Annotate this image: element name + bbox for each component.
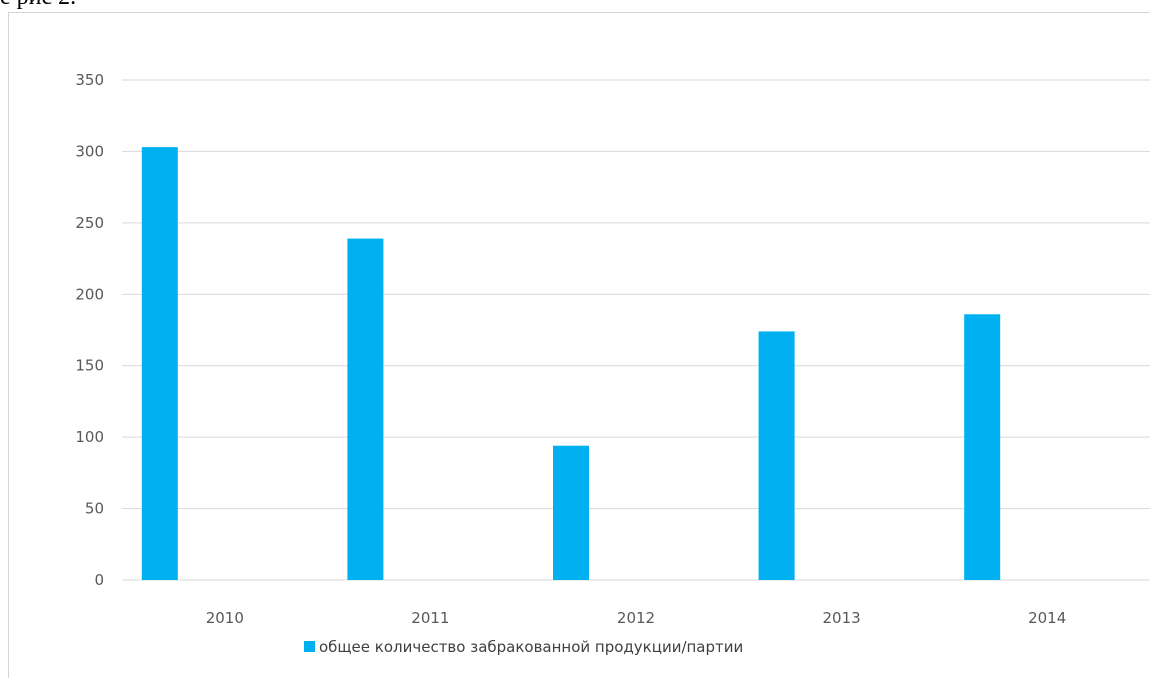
y-tick-label: 200 xyxy=(75,285,104,303)
x-tick-label: 2014 xyxy=(1028,609,1066,627)
gridlines xyxy=(122,79,1150,581)
chart-frame xyxy=(8,12,1150,678)
x-axis-tick-labels: 2010 2011 2012 2013 2014 xyxy=(206,609,1067,627)
bar-2011 xyxy=(347,238,384,581)
document-caption-fragment: е рис 2. xyxy=(0,0,76,11)
legend-swatch xyxy=(304,641,315,652)
bar-2010 xyxy=(141,147,178,580)
x-tick-label: 2012 xyxy=(617,609,655,627)
x-tick-label: 2013 xyxy=(823,609,861,627)
bar-2012 xyxy=(553,445,589,580)
x-tick-label: 2010 xyxy=(206,609,244,627)
y-tick-label: 150 xyxy=(75,357,104,375)
y-tick-label: 350 xyxy=(75,71,104,89)
bars xyxy=(141,147,1001,581)
y-tick-label: 50 xyxy=(85,500,104,518)
legend-label: общее количество забракованной продукции… xyxy=(319,638,743,656)
bar-2014 xyxy=(964,314,1001,580)
y-tick-label: 0 xyxy=(94,571,104,589)
x-tick-label: 2011 xyxy=(411,609,449,627)
y-axis-tick-labels: 0 50 100 150 200 250 300 350 xyxy=(75,71,104,589)
y-tick-label: 250 xyxy=(75,214,104,232)
bar-2013 xyxy=(758,331,795,580)
y-tick-label: 300 xyxy=(75,142,104,160)
y-tick-label: 100 xyxy=(75,428,104,446)
legend: общее количество забракованной продукции… xyxy=(304,638,743,656)
